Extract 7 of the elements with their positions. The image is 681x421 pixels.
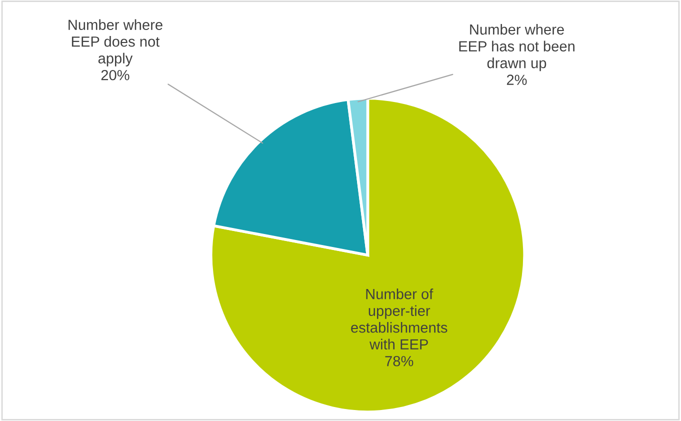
slice-label: Number of upper-tier establishments with EEP <box>351 288 448 350</box>
data-label: 2% <box>506 74 527 85</box>
pie-slice <box>210 96 526 414</box>
slice-label: Number where EEP has not been drawn up <box>459 24 574 72</box>
slice-label: Number where EEP does not apply <box>68 19 162 66</box>
data-label: 20% <box>101 70 130 80</box>
data-label: 78% <box>385 356 414 366</box>
